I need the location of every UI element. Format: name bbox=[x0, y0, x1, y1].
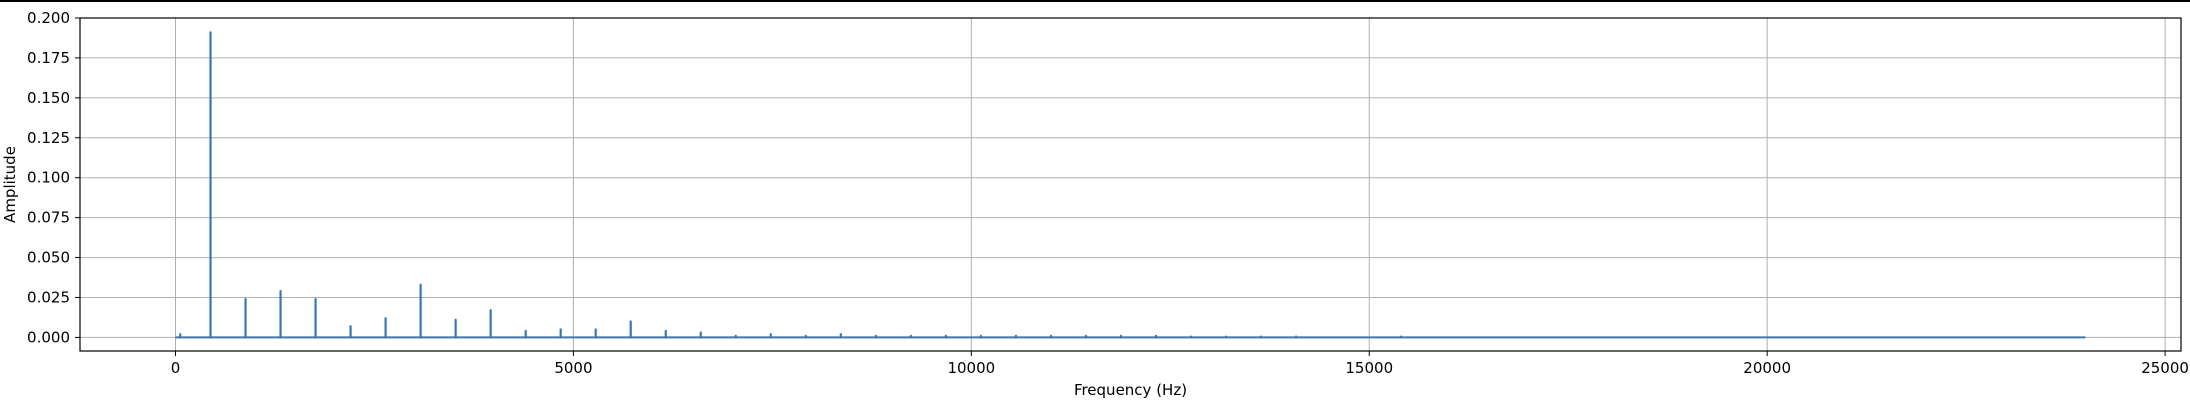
top-border-line bbox=[0, 0, 2190, 2]
y-tick-label: 0.200 bbox=[27, 9, 70, 27]
y-tick-label: 0.000 bbox=[27, 328, 70, 346]
y-tick-label: 0.175 bbox=[27, 49, 70, 67]
y-tick-label: 0.025 bbox=[27, 288, 70, 306]
x-axis-ticks: 0 5000 10000 15000 20000 25000 bbox=[171, 351, 2189, 377]
y-tick-label: 0.075 bbox=[27, 209, 70, 227]
x-tick-label: 5000 bbox=[554, 359, 592, 377]
x-tick-label: 10000 bbox=[947, 359, 995, 377]
y-axis-label: Amplitude bbox=[1, 146, 19, 223]
y-tick-label: 0.100 bbox=[27, 169, 70, 187]
grid-layer bbox=[80, 17, 2181, 351]
y-tick-label: 0.150 bbox=[27, 89, 70, 107]
y-tick-label: 0.125 bbox=[27, 129, 70, 147]
y-tick-label: 0.050 bbox=[27, 249, 70, 267]
x-tick-label: 0 bbox=[171, 359, 181, 377]
plot-frame bbox=[79, 17, 2182, 352]
series-layer bbox=[175, 31, 2086, 339]
x-tick-label: 20000 bbox=[1743, 359, 1791, 377]
x-axis-label: Frequency (Hz) bbox=[1074, 381, 1187, 399]
x-tick-label: 25000 bbox=[2141, 359, 2189, 377]
x-tick-label: 15000 bbox=[1345, 359, 1393, 377]
y-axis-ticks: 0.000 0.025 0.050 0.075 0.100 0.125 0.150 0.175… bbox=[27, 9, 80, 346]
